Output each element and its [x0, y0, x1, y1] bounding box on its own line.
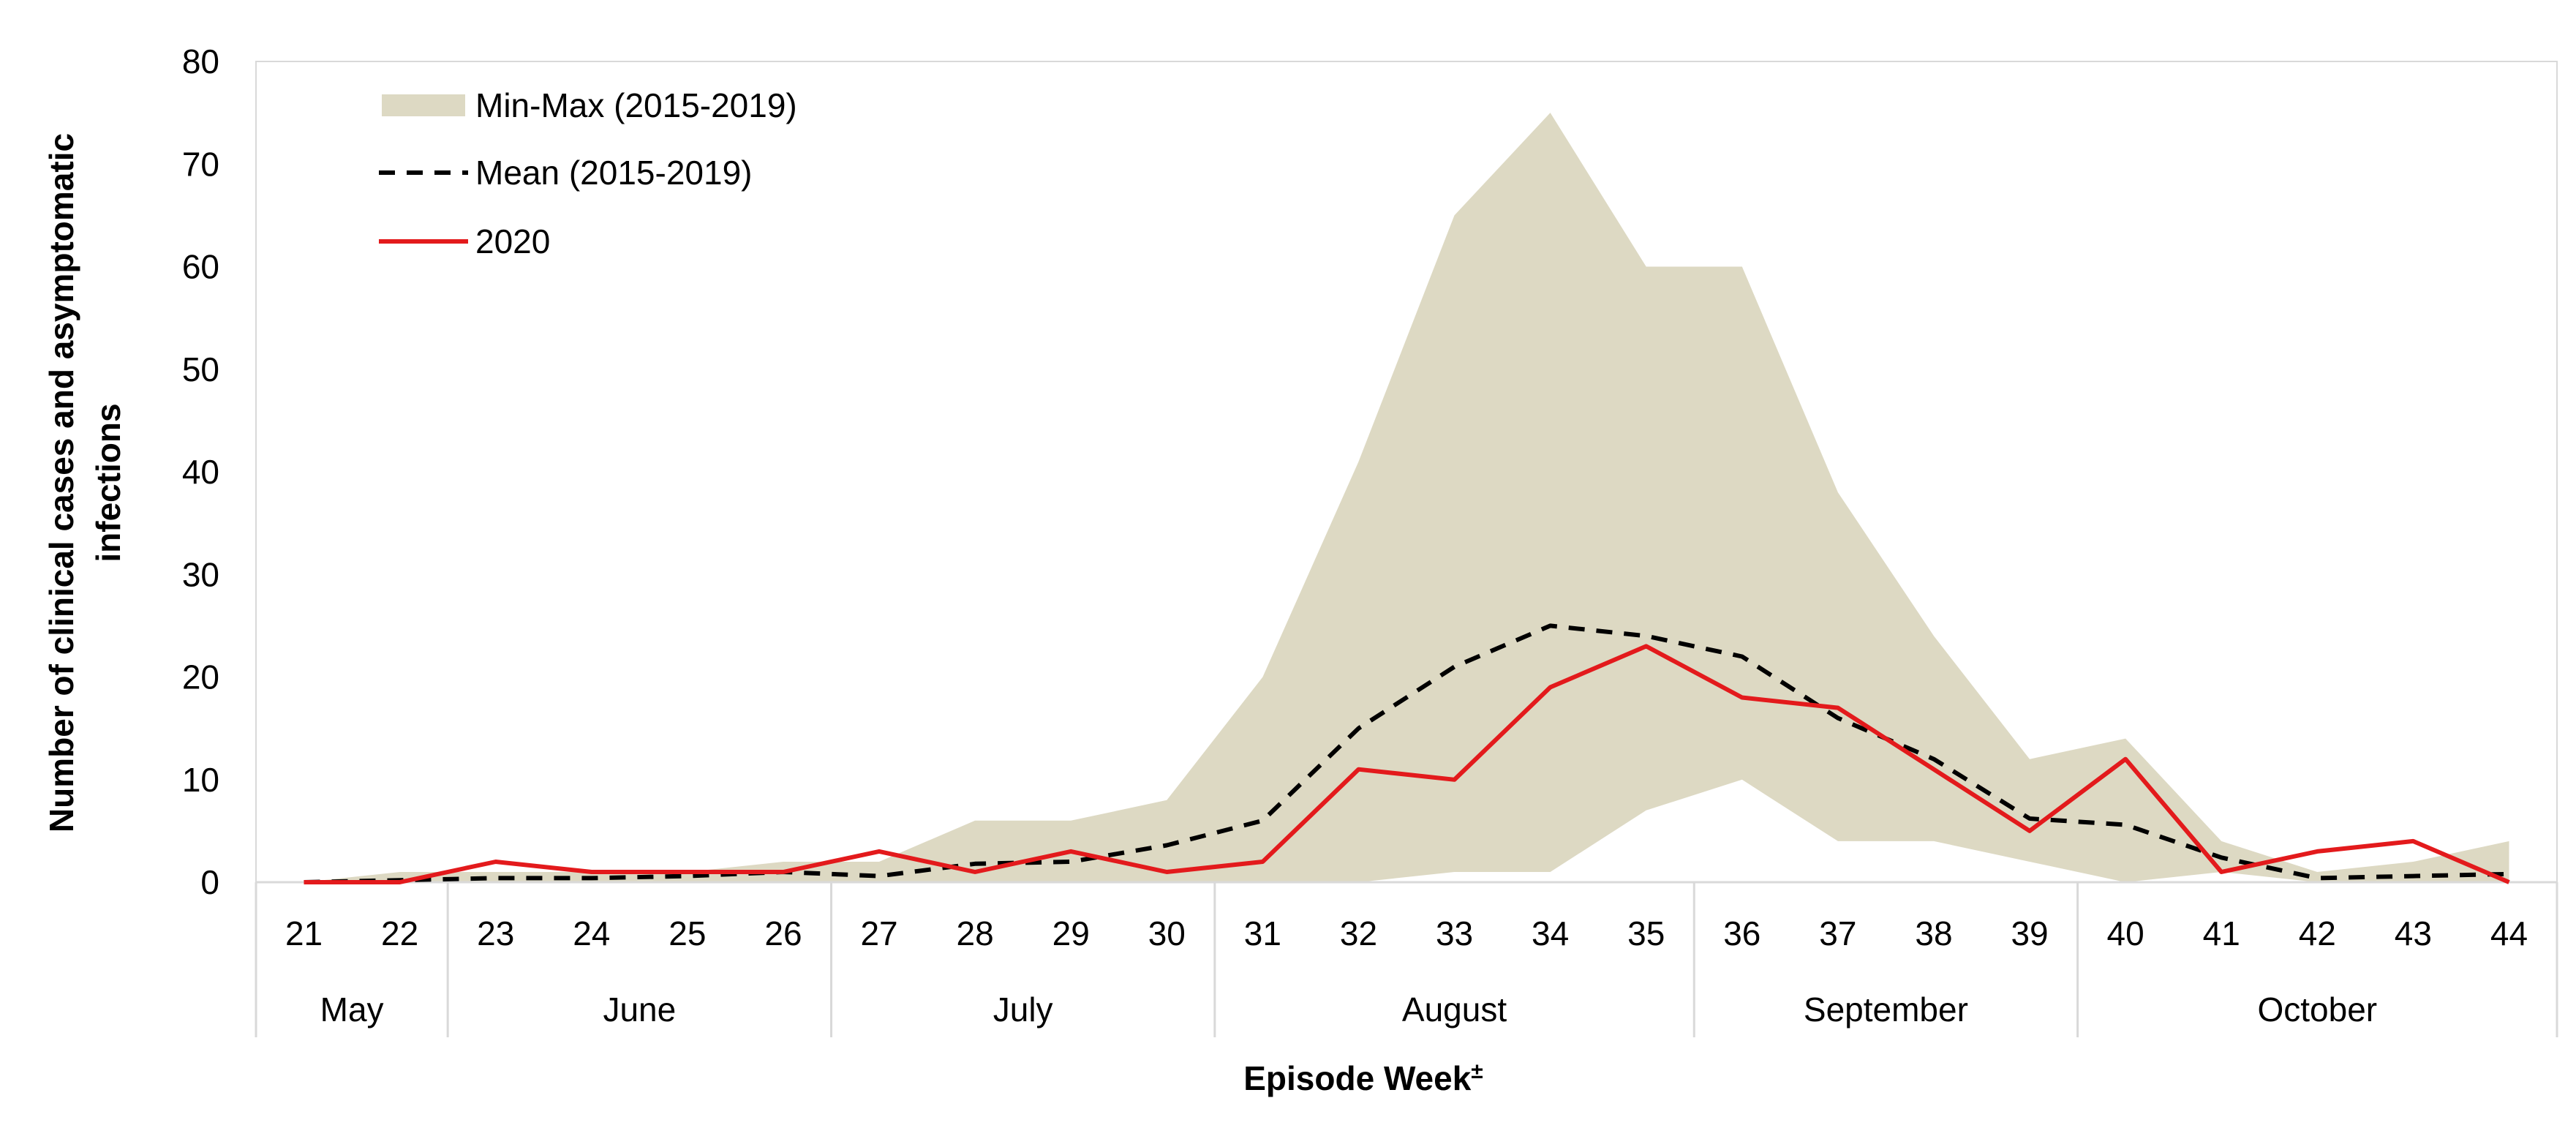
series-line-mean — [304, 623, 2509, 884]
month-label-may: May — [320, 990, 384, 1029]
x-tick-label-week-24: 24 — [573, 914, 610, 952]
series-layer — [304, 623, 2510, 884]
x-tick-label-week-39: 39 — [2011, 914, 2048, 952]
x-tick-label-week-40: 40 — [2107, 914, 2144, 952]
x-tick-label-week-32: 32 — [1340, 914, 1377, 952]
y-axis-ticks: 0 10 20 30 40 50 60 70 80 — [182, 42, 219, 901]
y-tick-label-20: 20 — [182, 658, 219, 696]
y-axis-title-line-2: infections — [89, 403, 127, 562]
x-tick-label-week-38: 38 — [1915, 914, 1952, 952]
x-tick-label-week-42: 42 — [2299, 914, 2336, 952]
month-label-july: July — [993, 990, 1053, 1029]
x-tick-label-week-28: 28 — [957, 914, 994, 952]
y-tick-label-30: 30 — [182, 555, 219, 593]
legend-label-2020: 2020 — [475, 222, 550, 260]
x-tick-label-week-29: 29 — [1052, 914, 1090, 952]
x-axis-title-text: Episode Week — [1243, 1059, 1471, 1097]
x-tick-label-week-37: 37 — [1819, 914, 1856, 952]
minmax-band-area — [304, 113, 2509, 883]
y-axis-title-line-1: Number of clinical cases and asymptomati… — [42, 133, 80, 832]
x-tick-label-week-21: 21 — [285, 914, 323, 952]
series-line-2020 — [304, 644, 2510, 884]
x-axis-title-superscript: ± — [1471, 1059, 1483, 1083]
x-tick-label-week-44: 44 — [2490, 914, 2528, 952]
month-label-september: September — [1804, 990, 1968, 1029]
plot-frame — [255, 61, 2558, 884]
month-label-october: October — [2257, 990, 2377, 1029]
y-tick-label-80: 80 — [182, 42, 219, 80]
x-tick-label-week-23: 23 — [477, 914, 514, 952]
y-tick-label-60: 60 — [182, 248, 219, 286]
x-tick-label-week-35: 35 — [1627, 914, 1665, 952]
x-axis-ticks: 21 22 23 24 25 26 27 28 29 30 31 32 33 34 35 36 37 38 39 40… — [285, 914, 2528, 952]
x-tick-label-week-22: 22 — [381, 914, 418, 952]
legend-swatch-band — [382, 94, 465, 116]
y-tick-label-40: 40 — [182, 453, 219, 491]
x-tick-label-week-27: 27 — [860, 914, 897, 952]
x-axis-title: Episode Week± — [1243, 1059, 1483, 1097]
x-tick-label-week-30: 30 — [1148, 914, 1186, 952]
y-axis-title: Number of clinical cases and asymptomati… — [42, 133, 127, 832]
y-tick-label-50: 50 — [182, 350, 219, 388]
legend-label-band: Min-Max (2015-2019) — [475, 86, 797, 124]
x-tick-label-week-25: 25 — [669, 914, 706, 952]
x-tick-label-week-36: 36 — [1723, 914, 1760, 952]
legend-label-mean: Mean (2015-2019) — [475, 154, 752, 192]
x-tick-label-week-43: 43 — [2395, 914, 2432, 952]
y-tick-label-0: 0 — [200, 863, 219, 901]
y-tick-label-70: 70 — [182, 145, 219, 183]
month-label-june: June — [603, 990, 676, 1029]
band-layer — [304, 113, 2509, 883]
x-tick-label-week-34: 34 — [1532, 914, 1569, 952]
x-tick-label-week-41: 41 — [2203, 914, 2240, 952]
y-tick-label-10: 10 — [182, 761, 219, 799]
x-tick-label-week-33: 33 — [1436, 914, 1473, 952]
legend: Min-Max (2015-2019) Mean (2015-2019) 202… — [379, 86, 797, 260]
month-label-august: August — [1402, 990, 1507, 1029]
x-tick-label-week-26: 26 — [764, 914, 802, 952]
x-tick-label-week-31: 31 — [1244, 914, 1281, 952]
month-axis: May June July August September October — [255, 882, 2558, 1037]
